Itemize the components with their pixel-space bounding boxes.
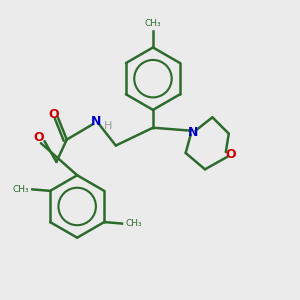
Text: O: O [34,131,44,144]
Text: N: N [188,126,198,139]
Text: O: O [48,108,59,121]
Text: CH₃: CH₃ [126,219,142,228]
Text: N: N [91,115,102,128]
Text: CH₃: CH₃ [12,185,29,194]
Text: H: H [103,121,112,131]
Text: CH₃: CH₃ [145,19,161,28]
Text: O: O [225,148,236,161]
